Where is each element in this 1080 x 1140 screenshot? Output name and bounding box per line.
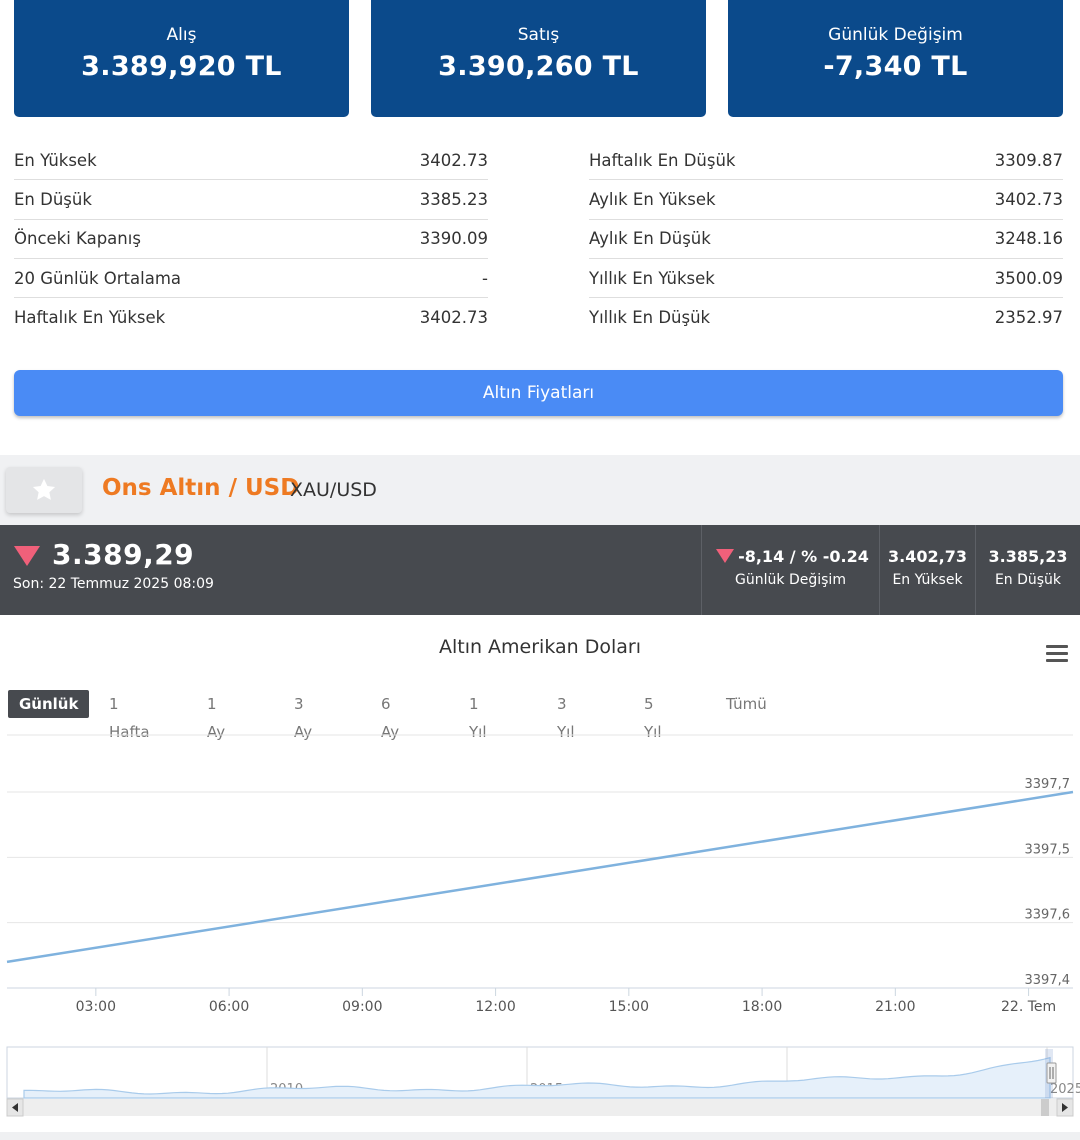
sell-value: 3.390,260 TL [438,51,639,82]
current-price: 3.389,29 [52,538,195,571]
price-chart: 3397,4 3397,6 3397,5 3397,7 03:00 06:00 09:00… [6,734,1080,1117]
stat-value: - [482,268,488,288]
stat-value: 3402.73 [419,308,488,328]
daily-change-value: -8,14 / % -0.24 [738,547,869,566]
stat-label: Yıllık En Yüksek [589,268,715,288]
x-tick-label: 21:00 [875,999,915,1015]
navigator-year-label: 2025 [1050,1082,1080,1097]
range-1-week[interactable]: 1 Hafta [109,695,150,741]
high-cell: 3.402,73 En Yüksek [879,525,975,615]
quote-bar: 3.389,29 Son: 22 Temmuz 2025 08:09 -8,14… [0,525,1080,615]
x-tick-label: 03:00 [76,999,116,1015]
stat-label: En Yüksek [14,150,97,170]
low-label: En Düşük [994,572,1062,588]
range-1-month[interactable]: 1 Ay [207,695,226,741]
stat-label: Yıllık En Düşük [589,308,711,328]
daily-change-label: Günlük Değişim [828,25,963,45]
last-update-time: Son: 22 Temmuz 2025 08:09 [13,576,214,592]
range-all[interactable]: Tümü [726,695,767,713]
stat-value: 3402.73 [419,150,488,170]
chart-title: Altın Amerikan Doları [438,636,642,658]
down-arrow-icon [716,549,734,563]
chevron-right-icon [1062,1103,1068,1112]
hamburger-menu-icon[interactable] [1046,645,1068,663]
scrollbar-thumb[interactable] [1041,1099,1049,1116]
y-tick-label: 3397,6 [1025,908,1071,923]
asset-name: Ons Altın / USD [102,475,300,501]
y-tick-label: 3397,7 [1025,777,1071,792]
stat-row: Aylık En Yüksek 3402.73 [589,180,1063,220]
high-value: 3.402,73 [888,547,967,566]
price-series-line [6,790,1074,964]
high-label: En Yüksek [892,572,963,588]
navigator-series [23,1056,1051,1099]
x-tick-label: 15:00 [609,999,649,1015]
stat-row: Yıllık En Yüksek 3500.09 [589,259,1063,299]
navigator[interactable]: 2010201520202025 [6,1046,1080,1099]
stats-left-column: En Yüksek 3402.73 En Düşük 3385.23 Önceki … [14,141,488,337]
down-arrow-icon [14,546,40,566]
stat-value: 3500.09 [994,268,1063,288]
stat-label: Aylık En Düşük [589,229,711,249]
chevron-left-icon [12,1103,18,1112]
stat-row: Haftalık En Düşük 3309.87 [589,141,1063,181]
x-tick-label: 12:00 [475,999,515,1015]
stat-row: Haftalık En Yüksek 3402.73 [14,298,488,337]
stat-row: Aylık En Düşük 3248.16 [589,220,1063,259]
stat-row: En Yüksek 3402.73 [14,141,488,181]
range-daily[interactable]: Günlük [8,690,90,718]
stat-label: Önceki Kapanış [14,229,141,249]
range-6-months[interactable]: 6 Ay [381,695,400,741]
scrollbar[interactable] [6,1098,1074,1117]
x-tick-label: 06:00 [209,999,249,1015]
asset-code: XAU/USD [290,479,377,501]
daily-change-box: Günlük Değişim -7,340 TL [728,0,1063,117]
stat-label: Haftalık En Düşük [589,150,736,170]
page-bottom-strip [0,1132,1080,1140]
sell-label: Satış [517,25,560,45]
navigator-handle[interactable] [1046,1062,1057,1084]
stat-label: Aylık En Yüksek [589,189,716,209]
stat-value: 3385.23 [419,189,488,209]
low-cell: 3.385,23 En Düşük [975,525,1080,615]
daily-change-label: Günlük Değişim [735,572,846,588]
sell-price-box: Satış 3.390,260 TL [371,0,706,117]
stat-label: Haftalık En Yüksek [14,308,166,328]
range-5-years[interactable]: 5 Yıl [644,695,662,741]
star-icon [32,478,56,500]
scrollbar-track[interactable] [7,1099,1073,1116]
buy-value: 3.389,920 TL [81,51,282,82]
stat-value: 3248.16 [994,229,1063,249]
stat-value: 3390.09 [419,229,488,249]
range-3-years[interactable]: 3 Yıl [557,695,575,741]
stat-row: Önceki Kapanış 3390.09 [14,220,488,259]
stats-table: En Yüksek 3402.73 En Düşük 3385.23 Önceki … [14,141,1063,337]
stat-label: 20 Günlük Ortalama [14,268,182,288]
x-tick-label: 18:00 [742,999,782,1015]
gold-prices-button[interactable]: Altın Fiyatları [14,370,1063,416]
x-tick-label: 09:00 [342,999,382,1015]
stat-value: 3402.73 [994,189,1063,209]
daily-change-value: -7,340 TL [823,51,968,82]
stat-row: Yıllık En Düşük 2352.97 [589,298,1063,337]
stat-row: 20 Günlük Ortalama - [14,259,488,299]
stat-row: En Düşük 3385.23 [14,180,488,220]
buy-label: Alış [166,25,197,45]
buy-price-box: Alış 3.389,920 TL [14,0,349,117]
low-value: 3.385,23 [988,547,1068,566]
stat-value: 3309.87 [994,150,1063,170]
favorite-button[interactable] [6,467,82,513]
x-tick-label: 22. Tem [1001,999,1056,1015]
range-1-year[interactable]: 1 Yıl [469,695,487,741]
stat-label: En Düşük [14,189,92,209]
stats-right-column: Haftalık En Düşük 3309.87 Aylık En Yüksek… [589,141,1063,337]
stat-value: 2352.97 [994,308,1063,328]
y-tick-label: 3397,5 [1025,842,1071,857]
daily-change-cell: -8,14 / % -0.24 Günlük Değişim [701,525,879,615]
range-3-months[interactable]: 3 Ay [294,695,313,741]
price-boxes: Alış 3.389,920 TL Satış 3.390,260 TL Gün… [14,0,1063,117]
asset-title-bar: Ons Altın / USD XAU/USD [0,455,1080,525]
y-tick-label: 3397,4 [1025,973,1071,988]
